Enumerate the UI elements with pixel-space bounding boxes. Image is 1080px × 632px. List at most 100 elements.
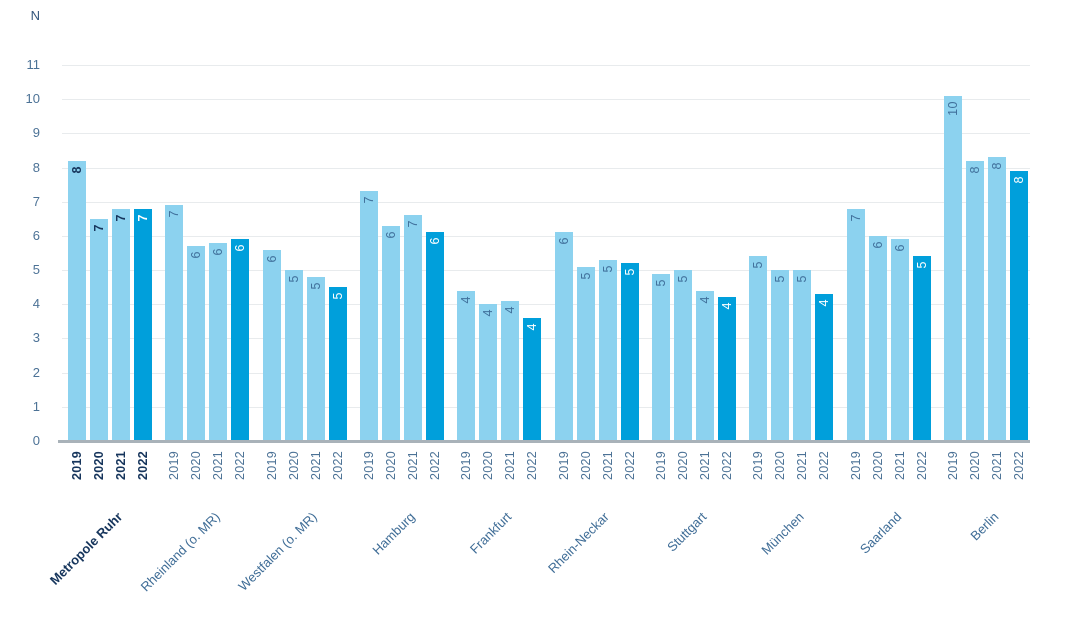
year-labels-row: 2019 2020 2021 2022 [68,451,152,493]
bar-2019: 8 [68,161,86,441]
y-tick-label-8: 8 [32,159,40,175]
year-tick-cell: 2021 [112,451,130,493]
year-tick-cell: 2020 [869,451,887,493]
bar-2020: 6 [187,246,206,441]
region-label-area: Westfalen (o. MR) [236,493,347,623]
bar-2019: 7 [359,191,378,441]
region-label-area: Frankfurt [457,493,541,623]
bar-2021: 8 [987,157,1006,441]
year-tick-label: 2021 [989,451,1004,481]
year-tick-cell: 2022 [231,451,249,493]
region-label-area: Hamburg [360,493,444,623]
gridline-10 [62,99,1030,101]
region-label-area: Berlin [944,493,1028,623]
year-labels-row: 2019 2020 2021 2022 [847,451,931,493]
bar-group-2: 7 6 6 6 2019 2020 2021 2022 Rheinland (o. MR) [138,65,250,623]
bar-value-label: 7 [114,214,128,222]
year-tick-cell: 2022 [1010,451,1028,493]
year-tick-cell: 2019 [68,451,86,493]
region-label: Frankfurt [467,509,515,557]
year-tick-cell: 2021 [404,451,422,493]
y-tick-label-11: 11 [26,57,41,72]
bar-2022: 5 [912,256,931,441]
region-label: Stuttgart [664,509,710,555]
y-tick-label-3: 3 [32,330,40,346]
year-tick-cell: 2019 [652,451,670,493]
plot-area [58,65,1030,443]
bar-2021: 6 [890,239,909,441]
bar-2019: 10 [943,96,962,441]
year-tick-cell: 2021 [988,451,1006,493]
year-tick-label: 2021 [600,451,615,481]
year-tick-label: 2020 [92,451,106,481]
year-tick-label: 2019 [459,451,474,481]
bar-group-8: 5 5 5 4 2019 2020 2021 2022 München [749,65,834,623]
year-tick-label: 2022 [1011,451,1026,481]
y-tick-label-1: 1 [32,398,40,414]
region-label: Berlin [967,509,1002,544]
bars-row: 10 8 8 8 [943,65,1028,441]
bar-value-label: 6 [211,248,226,256]
bar-value-label: 8 [989,162,1004,170]
bar-value-label: 8 [1011,176,1026,184]
region-label-area: Metropole Ruhr [47,493,152,623]
year-tick-cell: 2019 [944,451,962,493]
year-tick-label: 2022 [330,451,345,481]
bar-value-label: 6 [264,255,279,263]
year-tick-cell: 2022 [718,451,736,493]
year-tick-label: 2019 [653,451,668,481]
bar-group-3: 6 5 5 5 2019 2020 2021 2022 Westfalen (o. MR) [236,65,347,623]
year-tick-label: 2021 [405,451,420,481]
gridline-3 [62,338,1030,340]
year-tick-label: 2021 [892,451,907,481]
bar-2021: 4 [501,301,520,441]
year-tick-label: 2019 [945,451,960,481]
year-tick-cell: 2022 [621,451,639,493]
year-tick-label: 2019 [167,451,182,481]
bar-value-label: 6 [383,231,398,239]
bar-2022: 5 [620,263,639,441]
bar-2021: 5 [793,270,812,441]
year-tick-cell: 2020 [382,451,400,493]
bar-value-label: 6 [427,237,442,245]
bar-group-9: 7 6 6 5 2019 2020 2021 2022 Saarland [846,65,931,623]
year-tick-cell: 2022 [426,451,444,493]
year-tick-cell: 2020 [187,451,205,493]
gridline-5 [62,270,1030,272]
year-tick-cell: 2021 [891,451,909,493]
bar-value-label: 5 [600,265,615,273]
bar-value-label: 4 [525,323,540,331]
year-tick-cell: 2020 [674,451,692,493]
bar-value-label: 5 [751,261,766,269]
bar-value-label: 7 [92,224,106,232]
year-tick-label: 2019 [556,451,571,481]
bar-group-1: 8 7 7 7 2019 2020 2021 2022 Metropole Ruhr [47,65,152,623]
year-tick-cell: 2022 [913,451,931,493]
year-tick-label: 2019 [361,451,376,481]
bar-value-label: 4 [719,302,734,310]
bar-value-label: 6 [189,251,204,259]
bar-2019: 7 [165,205,184,441]
gridline-6 [62,235,1030,237]
region-label: Metropole Ruhr [46,509,126,588]
bar-groups: 8 7 7 7 2019 2020 2021 2022 Metropole Ruhr 7 6 6 6 20… [47,65,1030,623]
year-tick-label: 2021 [503,451,518,481]
year-labels-row: 2019 2020 2021 2022 [944,451,1028,493]
bar-value-label: 8 [70,166,84,174]
year-tick-label: 2020 [189,451,204,481]
region-label-area: Rheinland (o. MR) [138,493,249,623]
year-tick-label: 2020 [481,451,496,481]
bar-2020: 5 [576,267,595,441]
year-tick-label: 2021 [308,451,323,481]
year-tick-label: 2019 [264,451,279,481]
region-label-area: München [749,493,833,623]
year-labels-row: 2019 2020 2021 2022 [555,451,639,493]
bar-value-label: 7 [848,214,863,222]
year-tick-label: 2021 [795,451,810,481]
bar-2020: 7 [90,219,108,441]
